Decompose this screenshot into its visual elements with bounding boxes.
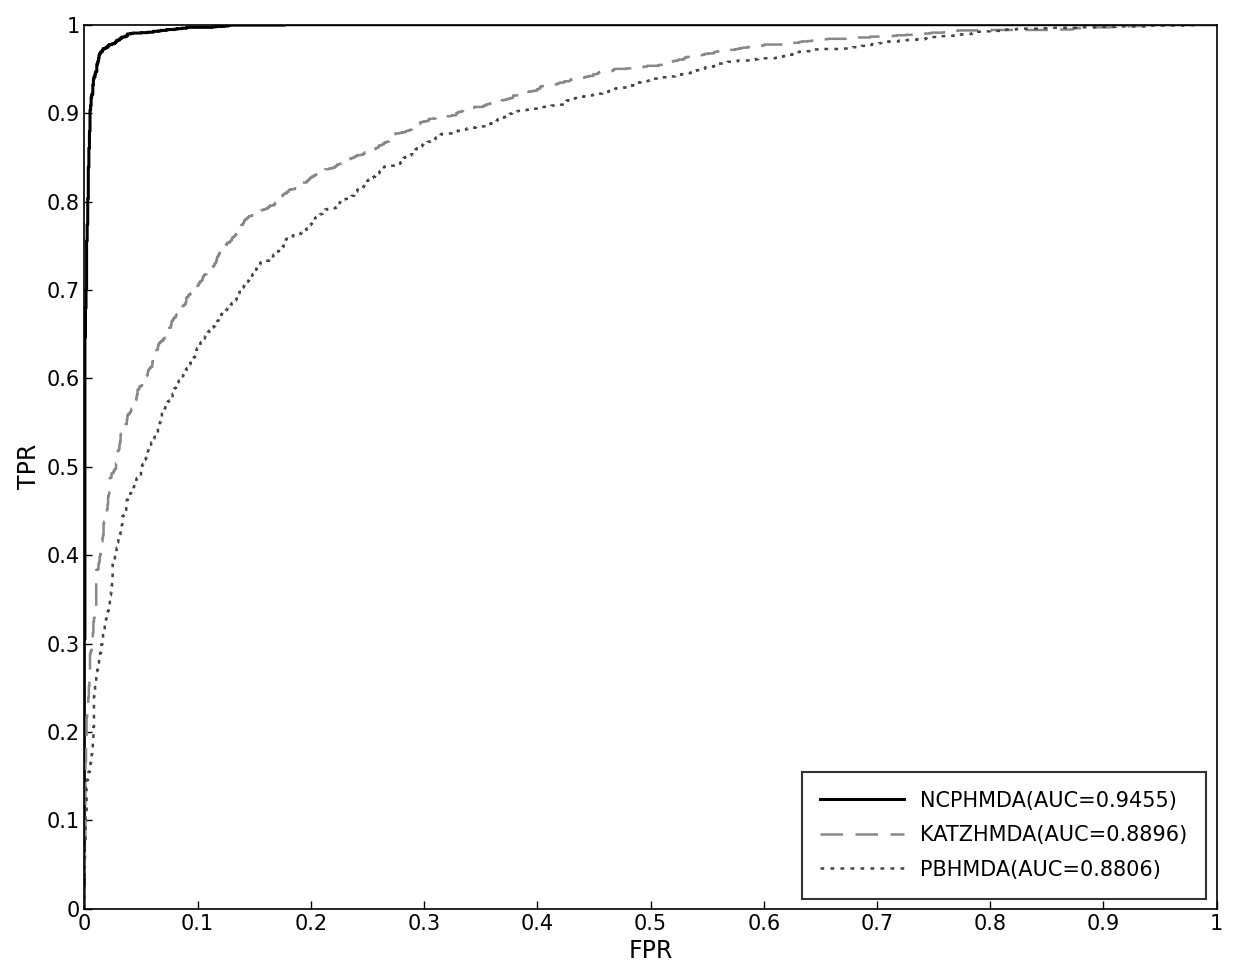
KATZHMDA(AUC=0.8896) — [558, 75, 573, 87]
PBHMDA(AUC=0.8806) — [239, 277, 254, 289]
NCPHMDA(AUC=0.9455) — [1209, 19, 1224, 30]
PBHMDA(AUC=0.8806) — [320, 203, 335, 215]
KATZHMDA(AUC=0.8896) — [218, 241, 233, 253]
KATZHMDA(AUC=0.8896) — [1156, 19, 1171, 30]
KATZHMDA(AUC=0.8896) — [77, 903, 92, 914]
Legend: NCPHMDA(AUC=0.9455), KATZHMDA(AUC=0.8896), PBHMDA(AUC=0.8806): NCPHMDA(AUC=0.9455), KATZHMDA(AUC=0.8896… — [801, 772, 1207, 899]
X-axis label: FPR: FPR — [629, 940, 673, 963]
NCPHMDA(AUC=0.9455) — [77, 654, 92, 665]
KATZHMDA(AUC=0.8896) — [210, 254, 224, 266]
Y-axis label: TPR: TPR — [16, 444, 41, 489]
KATZHMDA(AUC=0.8896) — [1209, 19, 1224, 30]
Line: PBHMDA(AUC=0.8806): PBHMDA(AUC=0.8806) — [84, 24, 1216, 908]
NCPHMDA(AUC=0.9455) — [278, 19, 293, 30]
KATZHMDA(AUC=0.8896) — [91, 564, 105, 575]
PBHMDA(AUC=0.8806) — [77, 903, 92, 914]
PBHMDA(AUC=0.8806) — [577, 90, 591, 102]
NCPHMDA(AUC=0.9455) — [82, 135, 97, 147]
PBHMDA(AUC=0.8806) — [1209, 19, 1224, 30]
PBHMDA(AUC=0.8806) — [1192, 19, 1207, 30]
PBHMDA(AUC=0.8806) — [91, 664, 105, 676]
NCPHMDA(AUC=0.9455) — [82, 154, 97, 166]
NCPHMDA(AUC=0.9455) — [77, 903, 92, 914]
PBHMDA(AUC=0.8806) — [104, 573, 119, 585]
PBHMDA(AUC=0.8806) — [248, 265, 263, 276]
NCPHMDA(AUC=0.9455) — [486, 19, 501, 30]
KATZHMDA(AUC=0.8896) — [83, 659, 98, 670]
Line: KATZHMDA(AUC=0.8896): KATZHMDA(AUC=0.8896) — [84, 24, 1216, 908]
Line: NCPHMDA(AUC=0.9455): NCPHMDA(AUC=0.9455) — [84, 24, 1216, 908]
NCPHMDA(AUC=0.9455) — [108, 37, 123, 49]
NCPHMDA(AUC=0.9455) — [77, 553, 92, 564]
KATZHMDA(AUC=0.8896) — [291, 180, 306, 192]
